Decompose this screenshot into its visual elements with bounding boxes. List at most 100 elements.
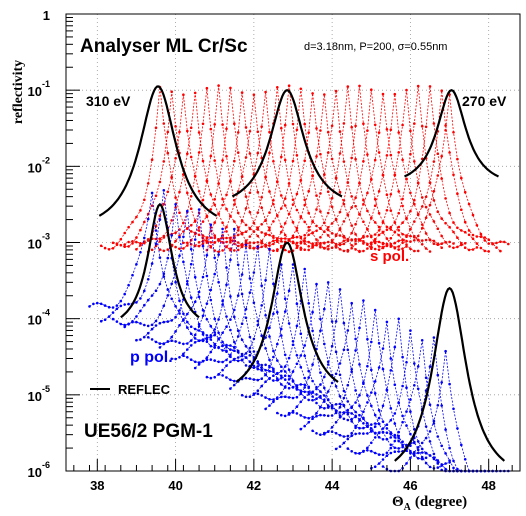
p-pol-point <box>229 344 232 347</box>
s-pol-point <box>475 235 479 238</box>
p-pol-point <box>154 242 158 245</box>
p-pol-point <box>323 414 326 417</box>
p-pol-point <box>319 396 322 399</box>
s-pol-point <box>326 228 330 232</box>
p-pol-point <box>99 319 103 323</box>
s-pol-point <box>229 179 232 183</box>
s-pol-point <box>416 84 420 88</box>
s-pol-point <box>268 226 271 230</box>
p-pol-curve <box>312 309 439 463</box>
p-pol-point <box>409 398 412 401</box>
p-pol-point <box>256 367 260 371</box>
p-pol-point <box>178 356 181 359</box>
s-pol-point <box>350 239 354 242</box>
p-pol-point <box>287 374 291 378</box>
p-pol-point <box>139 338 142 341</box>
p-pol-point <box>174 315 177 319</box>
p-pol-point <box>283 378 287 381</box>
s-pol-point <box>186 152 189 155</box>
s-pol-point <box>366 209 369 213</box>
p-pol-point <box>366 364 369 368</box>
p-pol-point <box>295 386 299 389</box>
s-pol-point <box>436 152 440 155</box>
p-pol-point <box>385 451 389 455</box>
p-pol-point <box>385 454 389 458</box>
s-pol-point <box>240 242 244 246</box>
p-pol-point <box>311 395 314 398</box>
p-pol-point <box>256 323 260 327</box>
p-pol-point <box>182 354 185 358</box>
s-pol-point <box>370 177 373 181</box>
p-pol-point <box>221 303 224 306</box>
p-pol-point <box>330 320 334 323</box>
s-pol-point <box>326 151 330 154</box>
s-pol-point <box>354 204 357 208</box>
p-pol-curve <box>89 192 215 342</box>
p-pol-point <box>299 427 303 431</box>
p-pol-point <box>268 404 271 407</box>
s-pol-point <box>186 244 189 247</box>
p-pol-point <box>143 335 146 339</box>
s-pol-point <box>503 240 506 244</box>
p-pol-point <box>440 463 444 466</box>
s-pol-point <box>260 196 264 199</box>
p-pol-point <box>225 266 228 269</box>
s-pol-point <box>276 239 279 242</box>
p-pol-point <box>146 217 150 221</box>
s-pol-point <box>303 239 307 243</box>
s-pol-point <box>303 198 307 202</box>
s-pol-point <box>307 248 311 252</box>
s-pol-point <box>260 231 264 234</box>
s-pol-point <box>330 124 334 128</box>
s-pol-point <box>225 155 228 158</box>
s-pol-point <box>256 241 260 244</box>
s-pol-point <box>225 225 228 229</box>
s-pol-point <box>135 215 138 219</box>
s-pol-point <box>397 211 401 215</box>
p-pol-point <box>358 426 361 430</box>
s-pol-point <box>311 231 314 234</box>
p-pol-point <box>283 414 287 418</box>
s-pol-point <box>260 223 264 226</box>
p-pol-point <box>354 401 357 404</box>
p-pol-point <box>248 335 252 339</box>
s-pol-point <box>393 92 397 96</box>
s-pol-point <box>213 241 216 244</box>
p-pol-point <box>401 443 404 447</box>
s-pol-point <box>131 242 134 245</box>
s-pol-point <box>452 221 455 224</box>
s-pol-point <box>397 233 401 237</box>
s-pol-point <box>201 220 205 223</box>
s-pol-point <box>280 225 283 228</box>
p-pol-point <box>326 398 330 401</box>
p-pol-point <box>260 377 264 381</box>
p-pol-point <box>370 340 373 344</box>
p-pol-point <box>444 452 447 455</box>
s-pol-point <box>178 211 181 214</box>
s-pol-point <box>338 248 342 251</box>
p-pol-point <box>107 305 111 309</box>
s-pol-point <box>389 242 393 246</box>
p-pol-point <box>295 412 299 415</box>
p-pol-point <box>303 416 307 419</box>
s-pol-point <box>366 235 369 238</box>
s-pol-point <box>146 182 150 185</box>
s-pol-point <box>119 238 123 241</box>
p-pol-point <box>409 452 412 455</box>
s-pol-point <box>448 211 451 215</box>
p-pol-curve <box>277 289 403 446</box>
p-pol-point <box>287 322 291 325</box>
s-pol-point <box>268 241 271 245</box>
p-pol-point <box>381 367 385 371</box>
s-pol-point <box>475 246 479 249</box>
s-pol-point <box>225 230 228 233</box>
s-pol-point <box>362 122 365 125</box>
s-pol-point <box>436 174 440 177</box>
data-series <box>88 84 510 473</box>
p-pol-point <box>127 283 130 287</box>
s-pol-point <box>342 234 346 238</box>
p-pol-point <box>354 410 357 414</box>
p-pol-point <box>381 347 385 350</box>
p-pol-point <box>119 322 123 326</box>
y-tick-base: 10 <box>28 465 42 480</box>
